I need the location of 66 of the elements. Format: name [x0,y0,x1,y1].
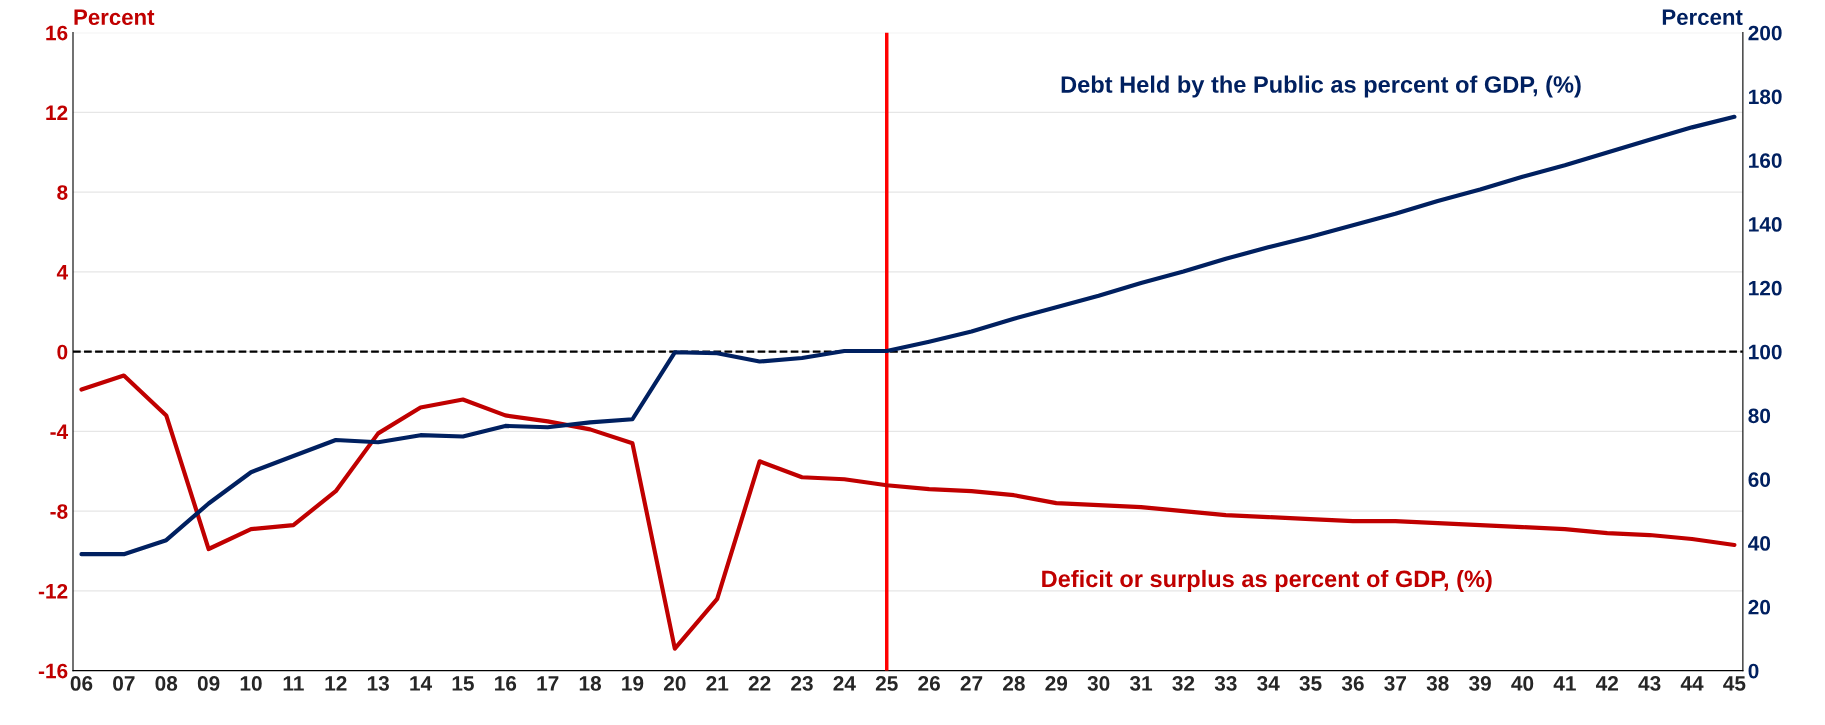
x-tick-label: 45 [1723,676,1746,691]
y2-tick-label: 40 [1748,536,1771,551]
line-series [79,373,1737,651]
x-tick-label: 19 [622,676,644,691]
y-tick-label: -16 [38,663,68,679]
x-tick-label: 38 [1426,676,1449,691]
x-tick-label: 44 [1680,676,1704,691]
x-tick-label: 08 [155,676,178,691]
x-tick-label: 11 [283,676,304,691]
y2-tick-label: 180 [1749,89,1782,105]
y2-tick-label: 20 [1748,599,1771,615]
x-tick-label: 31 [1129,676,1153,691]
x-tick-label: 36 [1341,676,1364,691]
x-tick-label: 06 [70,676,93,691]
y2-tick-label: 0 [1748,663,1759,679]
line-series [79,114,1737,557]
x-tick-label: 10 [240,676,262,691]
y2-tick-label: 160 [1749,153,1782,168]
y-tick-label: -8 [50,504,68,519]
x-tick-label: 23 [791,676,813,691]
x-tick-label: 07 [113,676,135,691]
x-tick-label: 30 [1087,676,1110,691]
series-label: Deficit or surplus as percent of GDP, (%) [1042,569,1492,592]
y-tick-label: -12 [38,583,68,599]
x-tick-label: 28 [1003,676,1025,691]
x-tick-label: 18 [579,676,602,691]
x-tick-label: 13 [367,676,389,691]
x-tick-label: 15 [452,676,474,691]
x-tick-label: 34 [1257,676,1280,691]
y-tick-label: 8 [57,185,68,200]
x-tick-label: 43 [1638,676,1661,691]
y-axis-title: Percent [74,9,155,26]
x-tick-label: 25 [875,676,898,691]
x-tick-label: 41 [1553,676,1576,691]
x-tick-label: 21 [706,676,729,691]
x-tick-label: 26 [918,676,940,691]
x-tick-label: 33 [1214,676,1237,691]
y2-tick-label: 60 [1748,472,1771,487]
y2-tick-label: 80 [1748,408,1771,424]
x-tick-label: 09 [197,676,220,691]
y-tick-label: 12 [46,105,68,120]
y-tick-label: 4 [56,265,69,280]
y2-tick-label: 120 [1749,280,1782,296]
y-tick-label: -4 [50,424,69,439]
y2-axis-title: Percent [1662,9,1743,26]
x-tick-label: 12 [325,676,347,691]
x-tick-label: 29 [1045,676,1068,691]
x-tick-label: 20 [663,676,686,691]
y2-tick-label: 200 [1748,25,1782,41]
text: Debt Held by the Public as percent of GDP, (%) [1061,75,1581,98]
x-tick-label: 40 [1511,676,1534,691]
x-tick-label: 37 [1384,676,1407,691]
y-tick-label: 16 [46,25,68,41]
x-tick-label: 24 [833,676,856,691]
y-tick-label: 0 [57,344,68,360]
x-tick-label: 42 [1595,676,1618,691]
x-tick-label: 17 [537,676,559,691]
x-tick-label: 27 [960,676,983,691]
x-tick-label: 16 [495,676,517,691]
y2-tick-label: 100 [1749,344,1782,360]
y2-tick-label: 140 [1749,217,1782,232]
x-tick-label: 32 [1172,676,1195,691]
x-tick-label: 35 [1299,676,1322,691]
x-tick-label: 39 [1469,676,1491,691]
x-tick-label: 22 [748,676,771,691]
x-tick-label: 14 [410,676,433,691]
